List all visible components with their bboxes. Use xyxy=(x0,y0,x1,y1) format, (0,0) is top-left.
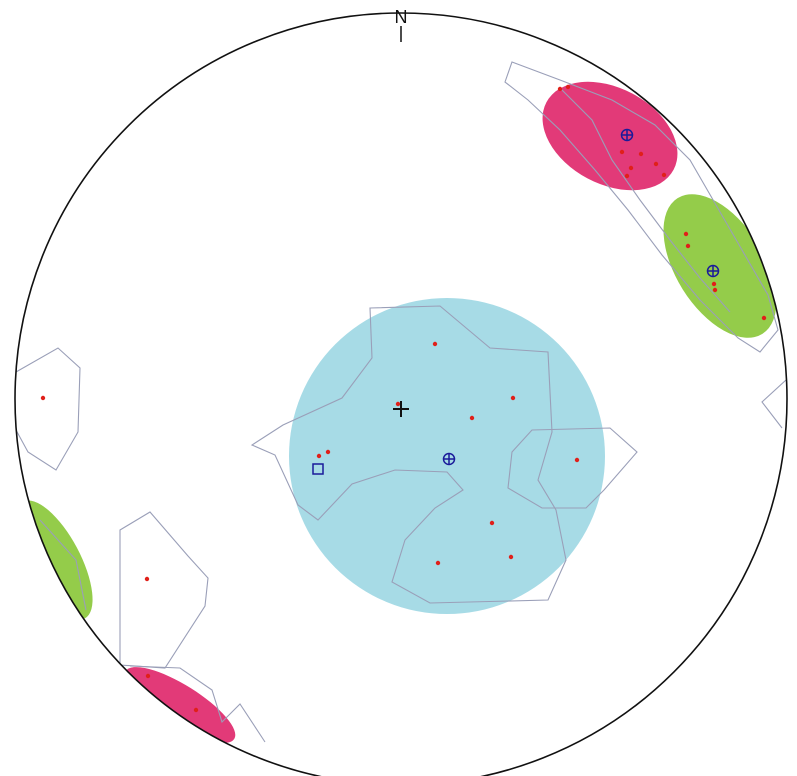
pole-dot xyxy=(574,457,580,463)
north-label: N xyxy=(395,7,408,27)
pole-dot xyxy=(432,341,438,347)
pole-dot xyxy=(557,86,563,92)
net-contents xyxy=(15,61,787,743)
pole-dot xyxy=(316,453,322,459)
pole-dot xyxy=(510,395,516,401)
pole-dot xyxy=(683,231,689,237)
pole-dot xyxy=(712,287,718,293)
contour-east-hex xyxy=(507,427,638,509)
pole-dot xyxy=(489,520,495,526)
pole-dot xyxy=(628,165,634,171)
contour-ne-strip xyxy=(504,61,779,353)
contour-west-patch xyxy=(15,347,81,471)
pole-dot xyxy=(144,576,150,582)
cluster-green-set-e xyxy=(663,194,777,338)
mean-pole-circle-cross xyxy=(442,452,456,466)
pole-dot xyxy=(624,173,630,179)
pole-dot xyxy=(435,560,441,566)
pole-dot xyxy=(325,449,331,455)
pole-dot xyxy=(711,281,717,287)
pole-dot xyxy=(685,243,691,249)
contour-sw-large xyxy=(119,511,209,669)
pole-dot xyxy=(619,149,625,155)
contour-sw-bottom xyxy=(129,665,266,743)
cluster-green-set-sw xyxy=(15,500,93,620)
square-marker xyxy=(312,463,324,475)
pole-dot xyxy=(40,395,46,401)
mean-pole-circle-cross xyxy=(706,264,720,278)
pole-dot xyxy=(145,673,151,679)
pole-dot xyxy=(565,84,571,90)
pole-dot xyxy=(469,415,475,421)
cluster-pink-set-ne xyxy=(542,81,678,191)
pole-dot xyxy=(395,401,401,407)
mean-pole-circle-cross xyxy=(620,128,634,142)
pole-dot xyxy=(761,315,767,321)
pole-points xyxy=(40,84,767,713)
cluster-center-set xyxy=(289,298,605,614)
contour-ne-inner xyxy=(559,87,731,313)
pole-dot xyxy=(638,151,644,157)
pole-dot xyxy=(661,172,667,178)
contour-sw-edge xyxy=(39,519,87,611)
contour-center-main xyxy=(250,305,567,604)
pole-dot xyxy=(508,554,514,560)
center-cross xyxy=(393,401,409,417)
cluster-pink-set-sw xyxy=(124,667,236,743)
contour-east-edge xyxy=(761,379,787,429)
pole-dot xyxy=(653,161,659,167)
primitive-circle xyxy=(14,12,788,776)
pole-dot xyxy=(193,707,199,713)
